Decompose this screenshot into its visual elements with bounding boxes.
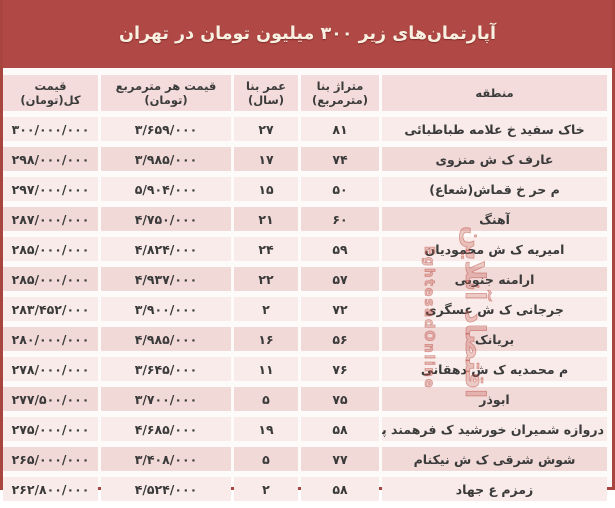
area-cell: ۸۱ [301, 117, 379, 141]
age-cell: ۵ [234, 387, 298, 411]
apartments-table: منطقه متراژ بنا (مترمربع) عمر بنا (سال) … [0, 69, 610, 507]
area-cell: ۷۷ [301, 447, 379, 471]
table-row: امیریه ک ش محمودیان ۵۹ ۲۴ ۴/۸۲۴/۰۰۰ ۲۸۵/… [3, 237, 607, 261]
column-header-age: عمر بنا (سال) [234, 75, 298, 111]
age-cell: ۱۵ [234, 177, 298, 201]
table-row: م حر خ قماش(شعاع) ۵۰ ۱۵ ۵/۹۰۴/۰۰۰ ۲۹۷/۰۰… [3, 177, 607, 201]
age-cell: ۱۶ [234, 327, 298, 351]
region-cell: آهنگ [382, 207, 607, 231]
age-cell: ۱۷ [234, 147, 298, 171]
price-per-m2-cell: ۳/۶۴۵/۰۰۰ [101, 357, 231, 381]
region-cell: م محمدیه ک ش دهقانی [382, 357, 607, 381]
area-cell: ۷۴ [301, 147, 379, 171]
price-per-m2-cell: ۴/۹۸۵/۰۰۰ [101, 327, 231, 351]
age-cell: ۲۲ [234, 267, 298, 291]
total-price-cell: ۲۷۵/۰۰۰/۰۰۰ [3, 417, 98, 441]
region-cell: دروازه شمیران خورشید ک فرهمند پور [382, 417, 607, 441]
age-cell: ۲ [234, 477, 298, 501]
table-row: عارف ک ش منزوی ۷۴ ۱۷ ۳/۹۸۵/۰۰۰ ۲۹۸/۰۰۰/۰… [3, 147, 607, 171]
area-cell: ۵۹ [301, 237, 379, 261]
region-cell: ارامنه جنوبی [382, 267, 607, 291]
column-header-price-per-m2: قیمت هر مترمربع (تومان) [101, 75, 231, 111]
region-cell: ابوذر [382, 387, 607, 411]
area-cell: ۵۸ [301, 477, 379, 501]
table-row: دروازه شمیران خورشید ک فرهمند پور ۵۸ ۱۹ … [3, 417, 607, 441]
region-cell: جرجانی ک ش عسگری [382, 297, 607, 321]
price-per-m2-cell: ۳/۴۰۸/۰۰۰ [101, 447, 231, 471]
price-per-m2-cell: ۳/۹۰۰/۰۰۰ [101, 297, 231, 321]
column-header-total-price: قیمت کل(تومان) [3, 75, 98, 111]
age-cell: ۵ [234, 447, 298, 471]
table-row: بریانک ۵۶ ۱۶ ۴/۹۸۵/۰۰۰ ۲۸۰/۰۰۰/۰۰۰ [3, 327, 607, 351]
page-title: آپارتمان‌های زیر ۳۰۰ میلیون تومان در تهر… [119, 24, 496, 44]
table-row: خاک سفید خ علامه طباطبائی ۸۱ ۲۷ ۳/۶۵۹/۰۰… [3, 117, 607, 141]
price-per-m2-cell: ۳/۷۰۰/۰۰۰ [101, 387, 231, 411]
region-cell: شوش شرقی ک ش نیکنام [382, 447, 607, 471]
total-price-cell: ۲۷۸/۰۰۰/۰۰۰ [3, 357, 98, 381]
price-per-m2-cell: ۳/۹۸۵/۰۰۰ [101, 147, 231, 171]
table-container: منطقه متراژ بنا (مترمربع) عمر بنا (سال) … [3, 68, 612, 508]
table-row: ارامنه جنوبی ۵۷ ۲۲ ۴/۹۳۷/۰۰۰ ۲۸۵/۰۰۰/۰۰۰ [3, 267, 607, 291]
total-price-cell: ۲۷۷/۵۰۰/۰۰۰ [3, 387, 98, 411]
age-cell: ۲ [234, 297, 298, 321]
column-header-region: منطقه [382, 75, 607, 111]
title-bar: آپارتمان‌های زیر ۳۰۰ میلیون تومان در تهر… [3, 0, 612, 68]
total-price-cell: ۲۸۰/۰۰۰/۰۰۰ [3, 327, 98, 351]
table-row: م محمدیه ک ش دهقانی ۷۶ ۱۱ ۳/۶۴۵/۰۰۰ ۲۷۸/… [3, 357, 607, 381]
price-per-m2-cell: ۴/۸۲۴/۰۰۰ [101, 237, 231, 261]
price-per-m2-cell: ۳/۶۵۹/۰۰۰ [101, 117, 231, 141]
area-cell: ۷۲ [301, 297, 379, 321]
age-cell: ۲۱ [234, 207, 298, 231]
area-cell: ۷۵ [301, 387, 379, 411]
area-cell: ۵۶ [301, 327, 379, 351]
age-cell: ۱۹ [234, 417, 298, 441]
area-cell: ۵۸ [301, 417, 379, 441]
region-cell: م حر خ قماش(شعاع) [382, 177, 607, 201]
total-price-cell: ۳۰۰/۰۰۰/۰۰۰ [3, 117, 98, 141]
column-header-area: متراژ بنا (مترمربع) [301, 75, 379, 111]
total-price-cell: ۲۸۷/۰۰۰/۰۰۰ [3, 207, 98, 231]
age-cell: ۱۱ [234, 357, 298, 381]
total-price-cell: ۲۶۲/۸۰۰/۰۰۰ [3, 477, 98, 501]
table-body: خاک سفید خ علامه طباطبائی ۸۱ ۲۷ ۳/۶۵۹/۰۰… [3, 117, 607, 501]
price-per-m2-cell: ۴/۵۲۴/۰۰۰ [101, 477, 231, 501]
total-price-cell: ۲۶۵/۰۰۰/۰۰۰ [3, 447, 98, 471]
area-cell: ۷۶ [301, 357, 379, 381]
price-per-m2-cell: ۴/۷۵۰/۰۰۰ [101, 207, 231, 231]
region-cell: زمزم ع جهاد [382, 477, 607, 501]
area-cell: ۶۰ [301, 207, 379, 231]
table-row: شوش شرقی ک ش نیکنام ۷۷ ۵ ۳/۴۰۸/۰۰۰ ۲۶۵/۰… [3, 447, 607, 471]
region-cell: بریانک [382, 327, 607, 351]
table-row: جرجانی ک ش عسگری ۷۲ ۲ ۳/۹۰۰/۰۰۰ ۲۸۳/۴۵۲/… [3, 297, 607, 321]
total-price-cell: ۲۹۷/۰۰۰/۰۰۰ [3, 177, 98, 201]
total-price-cell: ۲۸۳/۴۵۲/۰۰۰ [3, 297, 98, 321]
age-cell: ۲۷ [234, 117, 298, 141]
price-per-m2-cell: ۴/۹۳۷/۰۰۰ [101, 267, 231, 291]
area-cell: ۵۷ [301, 267, 379, 291]
age-cell: ۲۴ [234, 237, 298, 261]
total-price-cell: ۲۸۵/۰۰۰/۰۰۰ [3, 237, 98, 261]
area-cell: ۵۰ [301, 177, 379, 201]
table-header-row: منطقه متراژ بنا (مترمربع) عمر بنا (سال) … [3, 75, 607, 111]
region-cell: خاک سفید خ علامه طباطبائی [382, 117, 607, 141]
region-cell: امیریه ک ش محمودیان [382, 237, 607, 261]
table-row: آهنگ ۶۰ ۲۱ ۴/۷۵۰/۰۰۰ ۲۸۷/۰۰۰/۰۰۰ [3, 207, 607, 231]
total-price-cell: ۲۹۸/۰۰۰/۰۰۰ [3, 147, 98, 171]
table-row: ابوذر ۷۵ ۵ ۳/۷۰۰/۰۰۰ ۲۷۷/۵۰۰/۰۰۰ [3, 387, 607, 411]
price-per-m2-cell: ۴/۶۸۵/۰۰۰ [101, 417, 231, 441]
total-price-cell: ۲۸۵/۰۰۰/۰۰۰ [3, 267, 98, 291]
region-cell: عارف ک ش منزوی [382, 147, 607, 171]
table-row: زمزم ع جهاد ۵۸ ۲ ۴/۵۲۴/۰۰۰ ۲۶۲/۸۰۰/۰۰۰ [3, 477, 607, 501]
price-per-m2-cell: ۵/۹۰۴/۰۰۰ [101, 177, 231, 201]
